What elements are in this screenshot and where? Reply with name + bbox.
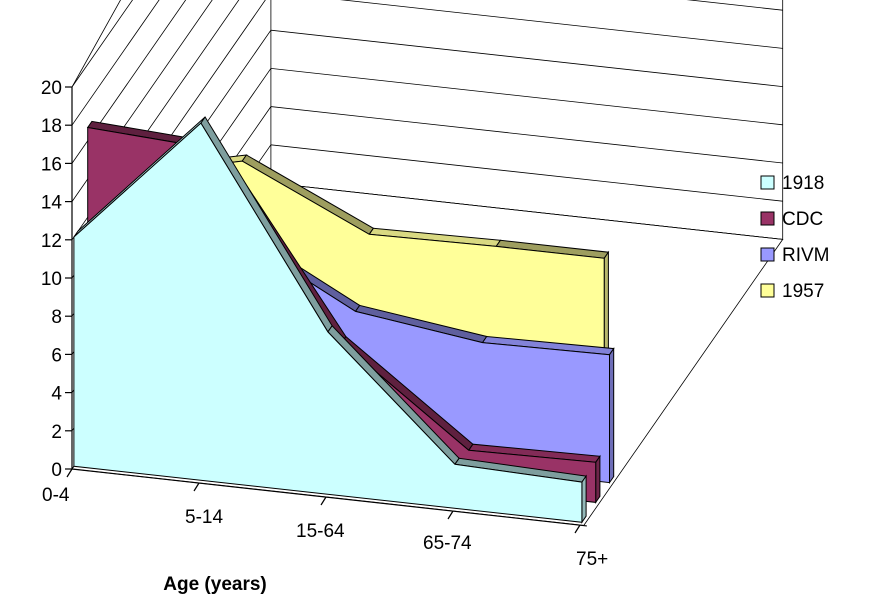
legend: 1918 CDC RIVM 1957 — [760, 173, 830, 302]
y-tick-label: 14 — [41, 193, 63, 214]
y-tick-label: 12 — [41, 231, 62, 252]
legend-label-1918: 1918 — [782, 173, 824, 194]
y-tick-label: 16 — [41, 154, 62, 175]
x-tick-mark — [193, 482, 200, 492]
y-tick-label: 6 — [51, 345, 62, 366]
x-tick-mark — [320, 496, 327, 506]
legend-swatch-CDC — [760, 211, 775, 226]
x-tick-label: 5-14 — [185, 507, 223, 528]
legend-swatch-1957 — [760, 283, 775, 298]
gridline — [71, 0, 187, 164]
legend-label-RIVM: RIVM — [782, 245, 830, 266]
x-tick-label: 15-64 — [296, 521, 345, 542]
x-tick-labels: 0-4 5-14 15-64 65-74 75+ — [42, 485, 608, 570]
x-axis-line — [71, 468, 587, 527]
series-1918 — [73, 116, 587, 524]
x-tick-mark — [66, 468, 73, 478]
area-side-CDC — [595, 454, 601, 504]
area-face-1918 — [73, 122, 583, 523]
y-tick-label: 20 — [41, 78, 62, 99]
axis-layer — [65, 86, 587, 534]
x-tick-label: 75+ — [576, 549, 608, 570]
series-layer — [73, 116, 615, 524]
legend-label-1957: 1957 — [782, 281, 824, 302]
x-tick-label: 65-74 — [423, 533, 472, 554]
y-tick-labels: 0 2 4 6 8 10 12 14 16 18 20 — [41, 78, 63, 481]
x-tick-label: 0-4 — [42, 485, 70, 506]
x-tick-mark — [574, 524, 581, 534]
x-tick-mark — [447, 510, 454, 520]
y-tick-label: 4 — [51, 384, 62, 405]
legend-label-CDC: CDC — [782, 209, 823, 230]
gridline — [71, 0, 160, 126]
y-tick-label: 8 — [51, 307, 62, 328]
y-tick-label: 0 — [51, 460, 62, 481]
gridline — [71, 0, 213, 202]
legend-swatch-1918 — [760, 175, 775, 190]
area-side-1918 — [581, 474, 587, 524]
y-tick-label: 10 — [41, 269, 62, 290]
y-tick-label: 2 — [51, 422, 62, 443]
y-tick-label: 18 — [41, 116, 62, 137]
x-axis-title: Age (years) — [163, 574, 267, 595]
legend-swatch-RIVM — [760, 247, 775, 262]
area-side-RIVM — [609, 346, 615, 485]
